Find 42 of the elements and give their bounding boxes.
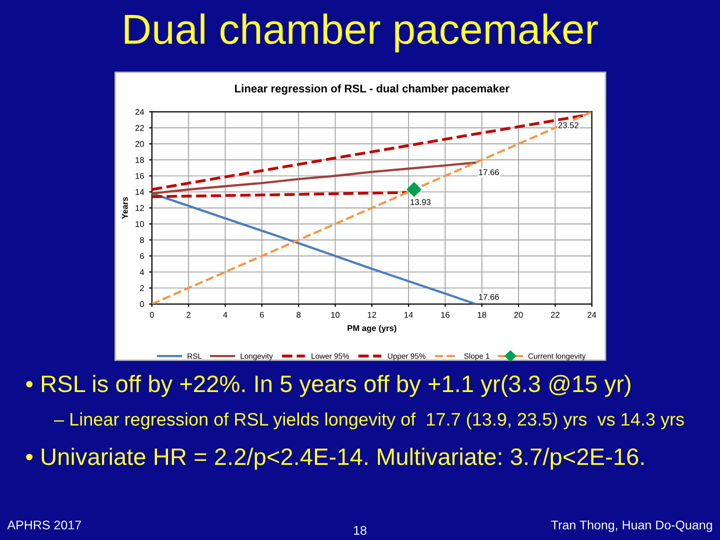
y-tick-label: 12 [136,205,144,211]
text: 18 [354,526,366,535]
y-tick-label: 10 [136,221,144,228]
y-tick-label: 16 [136,173,144,179]
y-tick-label: 2 [140,285,144,292]
y-tick-label: 20 [135,141,144,147]
y-axis-title: Years [122,197,128,219]
y-tick-label: 8 [140,237,144,244]
y-tick-label: 0 [140,301,144,308]
text: – Linear regression of RSL yields longevity of 17.7 (13.9, 23.5) yrs vs 14.3 yrs [54,412,684,430]
y-tick-label: 6 [140,253,144,260]
text: APHRS 2017 [7,520,81,530]
x-tick-label: 16 [441,312,450,318]
x-tick-label: 20 [514,312,523,318]
y-tick-label: 22 [135,125,144,131]
x-tick-label: 12 [368,312,376,318]
x-tick-label: 14 [404,312,413,318]
y-tick-label: 18 [136,157,144,163]
x-tick-label: 2 [186,312,190,318]
annotation: 17.66 [479,294,499,300]
line-series [152,192,477,304]
annotation: 13.93 [410,199,431,206]
x-axis-title: PM age (yrs) [348,324,396,333]
x-tick-label: 24 [588,312,596,318]
text: • Univariate HR = 2.2/p<2.4E-14. Multivariate: 3.7/p<2E-16. [26,448,644,470]
annotation: 23.52 [558,122,578,128]
chart-subtitle: Linear regression of RSL - dual chamber pacemaker [235,84,510,95]
text: Tran Thong, Huan Do-Quang [551,520,712,532]
text: • RSL is off by +22%. In 5 years off by +1.1 yr(3.3 @15 yr) [26,374,630,397]
y-tick-label: 24 [135,108,144,115]
y-tick-label: 14 [136,189,144,195]
line-series [152,161,477,195]
annotation: 17.66 [479,169,499,176]
x-tick-label: 0 [150,312,154,318]
chart-title: Dual chamber pacemaker [124,14,598,52]
x-tick-label: 4 [223,312,228,318]
y-tick-label: 4 [140,269,144,275]
x-tick-label: 22 [550,312,560,318]
x-tick-label: 18 [478,312,486,318]
x-tick-label: 6 [260,312,264,318]
x-tick-label: 10 [331,312,340,318]
x-tick-label: 8 [296,312,301,318]
